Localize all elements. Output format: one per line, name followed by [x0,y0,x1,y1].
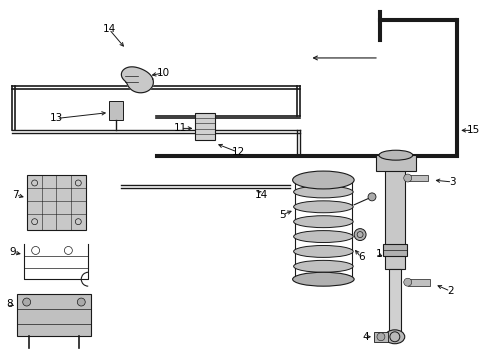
Bar [17,294,91,336]
Ellipse shape [292,171,353,189]
Bar [27,175,86,230]
Ellipse shape [293,216,352,228]
Text: 2: 2 [446,286,453,296]
Text: 9: 9 [9,247,16,257]
Circle shape [403,278,411,286]
Text: 10: 10 [157,68,170,78]
Polygon shape [121,67,153,93]
Bar [407,175,427,181]
Circle shape [403,174,411,182]
Text: 14: 14 [255,190,268,200]
Text: 15: 15 [466,125,479,135]
Text: 3: 3 [448,177,455,187]
Bar [195,113,215,140]
Text: 4: 4 [362,332,368,342]
Bar [384,170,404,269]
Text: 14: 14 [102,24,116,34]
Ellipse shape [293,201,352,213]
Ellipse shape [378,150,412,160]
Text: 5: 5 [279,210,285,220]
Ellipse shape [293,186,352,198]
Ellipse shape [292,272,353,286]
Bar [407,279,428,286]
Circle shape [353,229,366,240]
Circle shape [376,333,384,341]
Text: 7: 7 [12,190,19,200]
Bar [388,269,400,334]
Ellipse shape [293,246,352,257]
Text: 1: 1 [375,249,382,260]
Bar [382,244,406,256]
Ellipse shape [293,260,352,272]
Circle shape [22,298,31,306]
Circle shape [77,298,85,306]
Bar [373,332,387,342]
Text: 12: 12 [231,147,244,157]
Text: 11: 11 [174,123,187,134]
Ellipse shape [293,231,352,243]
Text: 13: 13 [50,113,63,123]
Bar [375,155,415,171]
Bar [109,100,122,121]
Text: 6: 6 [357,252,364,262]
Circle shape [367,193,375,201]
Ellipse shape [384,330,404,344]
Text: 8: 8 [6,299,13,309]
